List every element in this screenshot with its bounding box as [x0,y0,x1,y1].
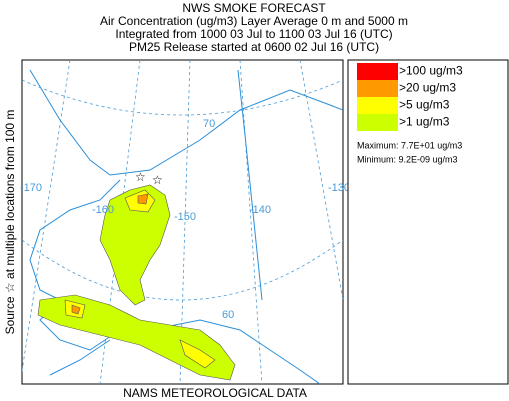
longitude-line [299,60,343,301]
map: ☆ ☆ -170 -160 -150 -140 -130 70 60 [20,59,350,385]
longitude-label: -170 [20,182,42,194]
plume [99,184,171,306]
longitude-label: -150 [174,211,196,223]
source-marker: ☆ [152,173,163,187]
latitude-line [22,239,343,301]
legend-swatch [357,114,398,131]
latitude-label: 60 [222,309,234,321]
plume [37,294,236,381]
coastline [29,69,343,384]
plume [71,304,81,315]
legend-swatch [357,80,398,97]
subtitle: PM25 Release started at 0600 02 Jul 16 (… [129,40,379,54]
longitude-line [239,60,263,384]
latitude-label: 70 [203,118,215,130]
longitude-label: -130 [328,182,350,194]
legend-label: >20 ug/m3 [399,81,456,95]
source-marker: ☆ [135,170,146,184]
longitude-label: -140 [249,204,271,216]
subtitle: Air Concentration (ug/m3) Layer Average … [100,14,408,28]
plume [137,193,149,205]
side-label: Source ☆ at multiple locations from 100 … [3,110,17,335]
longitude-line [22,60,71,374]
title: NWS SMOKE FORECAST [182,1,326,15]
legend-label: >1 ug/m3 [399,115,450,129]
minimum: Minimum: 9.2E-09 ug/m3 [357,154,458,164]
longitude-label: -160 [92,204,114,216]
subtitle: Integrated from 1000 03 Jul to 1100 03 J… [115,27,392,41]
footer: NAMS METEOROLOGICAL DATA [123,386,307,400]
legend-label: >5 ug/m3 [399,98,450,112]
legend-swatch [357,97,398,114]
legend: Maximum: 7.7E+01 ug/m3 Minimum: 9.2E-09 … [347,59,509,385]
maximum: Maximum: 7.7E+01 ug/m3 [357,140,462,150]
latitude-line [22,79,343,116]
legend-label: >100 ug/m3 [399,64,463,78]
plume [179,339,216,369]
legend-swatch [357,63,398,80]
